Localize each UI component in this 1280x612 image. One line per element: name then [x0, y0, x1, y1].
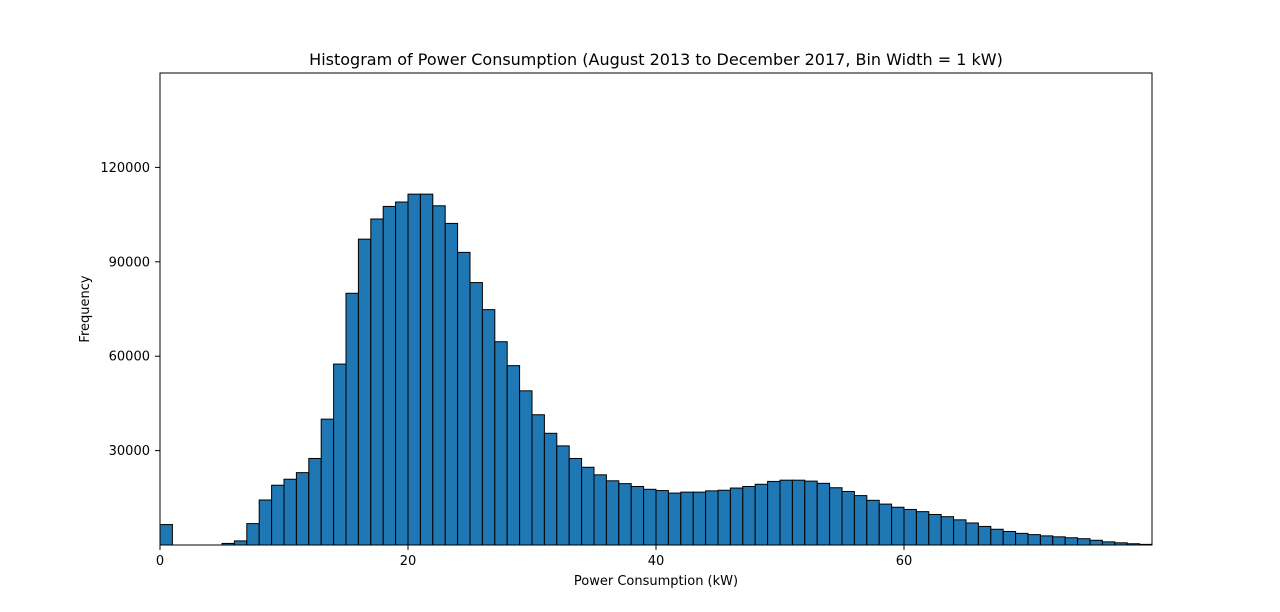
x-tick-label: 60 [896, 554, 913, 569]
histogram-bar [940, 516, 955, 546]
chart-title: Histogram of Power Consumption (August 2… [309, 50, 1003, 69]
x-axis: 0 20 40 60 [156, 545, 912, 569]
histogram-bar [370, 218, 384, 546]
histogram-bar [1039, 535, 1054, 546]
histogram-bar [519, 390, 533, 546]
histogram-bar [804, 480, 818, 546]
histogram-bar [977, 525, 992, 546]
x-tick-label: 20 [400, 554, 417, 569]
histogram-bar [382, 205, 397, 546]
histogram-bar [1002, 530, 1017, 546]
histogram-bar [643, 488, 657, 546]
histogram-bar [581, 466, 595, 546]
y-tick-label: 120000 [100, 161, 150, 176]
histogram-bar [233, 540, 248, 546]
histogram-bar [432, 205, 446, 546]
histogram-bar [568, 457, 583, 546]
x-axis-label: Power Consumption (kW) [574, 574, 738, 589]
histogram-bar [990, 528, 1004, 546]
histogram-bar [705, 490, 719, 546]
histogram-bar [543, 432, 558, 546]
histogram-bar [357, 238, 372, 546]
histogram-bar [1027, 534, 1041, 546]
histogram-bar [630, 485, 645, 546]
y-axis-label: Frequency [78, 275, 93, 342]
histogram-bar [680, 491, 694, 546]
histogram-bar [457, 251, 471, 546]
histogram-bar [791, 479, 806, 546]
histogram-bar [853, 495, 868, 546]
histogram-bar [1064, 537, 1079, 546]
histogram-bar [469, 282, 483, 546]
histogram-bar [407, 193, 421, 546]
histogram-bar [717, 489, 731, 546]
histogram-bar [1077, 538, 1091, 546]
histogram-bar [953, 519, 967, 546]
histogram-bar [829, 487, 843, 546]
histogram-bar [667, 492, 682, 546]
histogram-bar [816, 482, 831, 546]
histogram-bar [481, 309, 496, 546]
bars-group [159, 193, 1153, 546]
histogram-bar [841, 491, 855, 546]
histogram-bar [308, 457, 322, 546]
histogram-bar [246, 523, 260, 546]
y-tick-label: 90000 [109, 255, 150, 270]
histogram-bar [605, 480, 620, 546]
histogram-bar [295, 472, 310, 546]
x-tick-label: 0 [156, 554, 164, 569]
histogram-bar [419, 193, 434, 546]
histogram-bar [444, 222, 459, 546]
histogram-bar [729, 487, 744, 546]
x-tick-label: 40 [648, 554, 665, 569]
histogram-bar [333, 363, 347, 546]
histogram-bar [345, 292, 359, 546]
histogram-bar [779, 479, 793, 546]
y-tick-label: 30000 [109, 444, 150, 459]
histogram-bar [965, 522, 979, 546]
histogram-bar [903, 508, 917, 546]
histogram-bar [742, 485, 756, 546]
histogram-bar [767, 480, 781, 546]
histogram-bar [1089, 539, 1103, 546]
histogram-bar [271, 484, 285, 546]
histogram-bar [692, 491, 707, 546]
histogram-bar [258, 499, 273, 546]
histogram-bar [593, 474, 607, 546]
histogram-bar [1015, 532, 1029, 546]
histogram-bar [556, 445, 570, 546]
histogram-bar [159, 524, 173, 546]
y-tick-label: 60000 [109, 350, 150, 365]
histogram-bar [655, 490, 669, 546]
histogram-bar [928, 513, 942, 546]
histogram-bar [866, 499, 880, 546]
histogram-bar [395, 201, 409, 546]
histogram-bar [915, 511, 930, 546]
histogram-bar [754, 483, 769, 546]
histogram-bar [283, 478, 297, 546]
histogram-bar [618, 483, 632, 546]
histogram-bar [878, 503, 893, 546]
histogram-bar [494, 341, 508, 546]
histogram-bar [891, 506, 905, 546]
y-axis: 30000 60000 90000 120000 [100, 161, 160, 459]
histogram-bar [506, 365, 521, 546]
histogram-bar [320, 418, 335, 546]
histogram-bar [1052, 536, 1066, 546]
histogram-bar [531, 414, 545, 546]
